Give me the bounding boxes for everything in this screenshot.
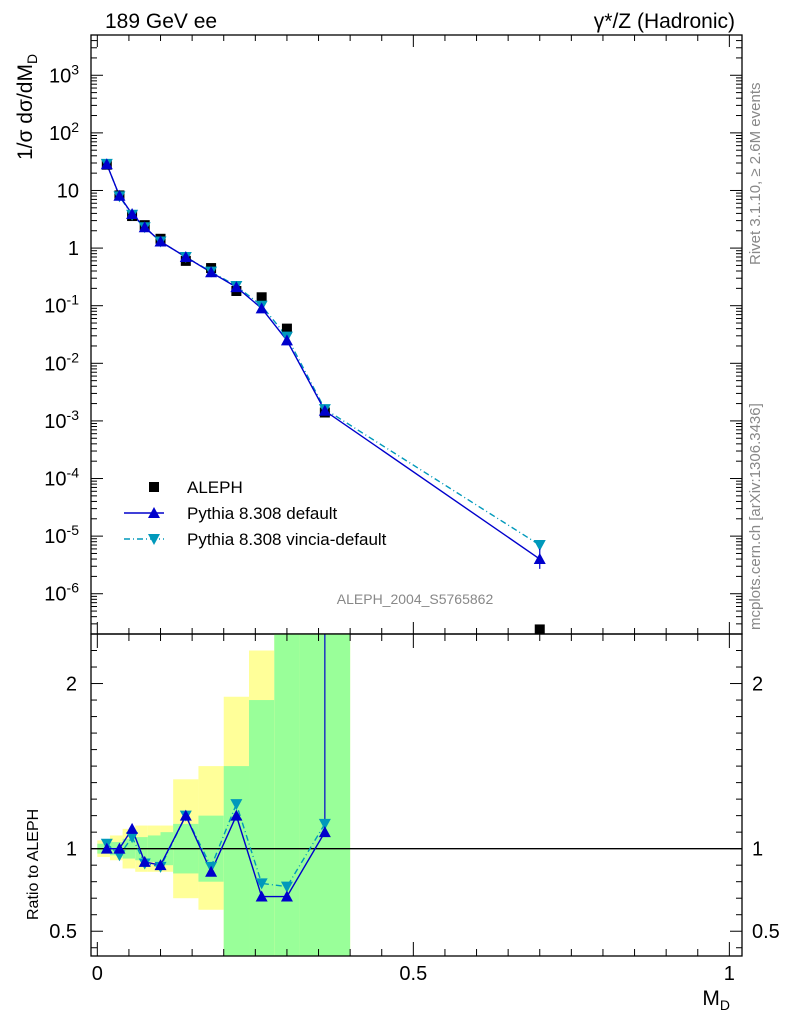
ratio-point-pythia-default — [154, 859, 167, 871]
ratio-point-vincia — [280, 881, 293, 893]
y-tick-label: 10 — [57, 180, 79, 202]
ratio-point-pythia-default — [138, 855, 151, 867]
ratio-point-vincia — [126, 832, 139, 844]
legend-label: ALEPH — [187, 478, 243, 497]
legend: ALEPH Pythia 8.308 default Pythia 8.308 vi… — [124, 478, 387, 549]
left-title: 189 GeV ee — [105, 10, 217, 33]
ratio-panel: 0.5 0.5 1 1 2 2 0 0.5 1 — [49, 633, 780, 985]
ratio-point-pythia-default — [280, 890, 293, 902]
y-tick-label: 10-3 — [44, 407, 79, 433]
ratio-vincia-line — [106, 802, 326, 888]
data-point-pythia-default — [230, 281, 243, 293]
data-point-pythia-default — [113, 189, 126, 201]
mcplots-label: mcplots.cern.ch [arXiv:1306.3436] — [747, 403, 764, 630]
ratio-y-tick-label-right: 1 — [752, 839, 763, 861]
data-point-pythia-default — [154, 235, 167, 247]
ratio-point-vincia — [318, 818, 331, 830]
x-tick-label: 0.5 — [399, 963, 427, 985]
y-tick-label: 10-5 — [44, 522, 79, 548]
ratio-point-pythia-default — [100, 842, 113, 854]
x-axis-label: MD — [702, 987, 730, 1013]
x-tick-label: 0 — [92, 963, 103, 985]
ratio-point-pythia-default — [205, 865, 218, 877]
data-point-pythia-default — [255, 302, 268, 314]
ratio-point-pythia-default — [318, 826, 331, 838]
analysis-id: ALEPH_2004_S5765862 — [337, 591, 494, 607]
ratio-y-tick-label-right: 2 — [752, 674, 763, 696]
ratio-frame — [90, 633, 743, 957]
data-point-pythia-default — [126, 208, 139, 220]
ratio-point-pythia-default — [179, 809, 192, 821]
data-point-pythia-default — [318, 404, 331, 416]
ratio-point-pythia-default — [113, 842, 126, 854]
ratio-point-vincia — [230, 799, 243, 811]
ratio-y-tick-label-right: 0.5 — [752, 921, 780, 943]
band-inner — [223, 766, 250, 956]
data-point-aleph — [256, 292, 267, 303]
x-tick-label: 1 — [724, 963, 735, 985]
band-inner — [249, 700, 275, 956]
data-point-pythia-default — [100, 158, 113, 170]
ratio-y-tick-label: 2 — [66, 674, 77, 696]
legend-marker — [148, 507, 160, 518]
data-point-pythia-default — [179, 251, 192, 263]
y-tick-label: 102 — [49, 119, 79, 145]
ratio-point-vincia — [255, 878, 268, 890]
legend-marker — [149, 482, 159, 492]
ratio-ylabel: Ratio to ALEPH — [25, 809, 42, 920]
y-tick-label: 1 — [68, 238, 79, 260]
pythia-default-line — [106, 164, 541, 560]
y-tick-label: 10-1 — [44, 292, 79, 318]
ratio-y-tick-label: 0.5 — [49, 921, 77, 943]
ratio-point-pythia-default — [255, 890, 268, 902]
data-point-pythia-default — [280, 334, 293, 346]
vincia-line — [106, 163, 541, 546]
band-inner — [274, 634, 300, 956]
data-point-pythia-default — [205, 266, 218, 278]
y-tick-label: 103 — [49, 61, 79, 87]
data-point-pythia-default — [138, 221, 151, 233]
rivet-label: Rivet 3.1.10, ≥ 2.6M events — [747, 83, 764, 266]
right-title: γ*/Z (Hadronic) — [594, 10, 735, 33]
y-tick-label: 10-2 — [44, 349, 79, 375]
y-tick-label: 10-6 — [44, 580, 79, 606]
legend-label: Pythia 8.308 vincia-default — [187, 530, 387, 549]
y-tick-label: 10-4 — [44, 465, 79, 491]
data-point-vincia — [533, 540, 546, 552]
ratio-y-tick-label: 1 — [66, 839, 77, 861]
ratio-point-pythia-default — [126, 822, 139, 834]
main-panel: 10-6 10-5 10-4 10-3 10-2 10-1 1 10 102 103 — [44, 34, 743, 635]
ratio-point-pythia-default — [230, 809, 243, 821]
legend-marker — [148, 534, 160, 545]
main-ylabel: 1/σ dσ/dMD — [14, 54, 40, 160]
data-point-aleph — [281, 323, 292, 334]
legend-label: Pythia 8.308 default — [187, 504, 338, 523]
